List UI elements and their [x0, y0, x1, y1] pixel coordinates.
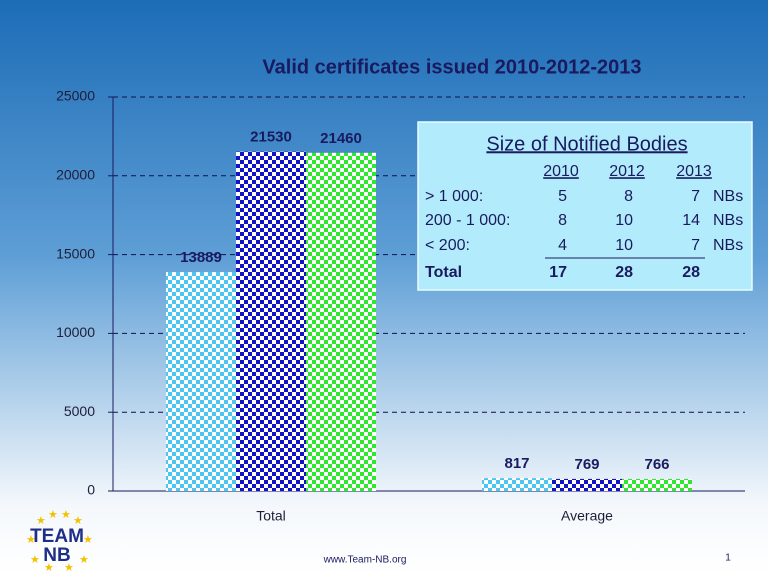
cell: 7 — [691, 188, 700, 205]
table-box — [417, 121, 753, 291]
column-header: 2013 — [676, 163, 712, 180]
x-tick-label: Total — [256, 508, 286, 524]
value-label: 769 — [574, 456, 599, 473]
value-label: 13889 — [180, 249, 222, 266]
y-tick-label: 20000 — [56, 167, 95, 183]
y-tick-label: 25000 — [56, 88, 95, 104]
size-table: Size of Notified Bodies 2010 2012 2013 > 1 0… — [417, 121, 753, 291]
y-tick-label: 0 — [87, 482, 95, 498]
column-header: 2012 — [609, 163, 645, 180]
row-label: > 1 000: — [425, 188, 483, 205]
cell: 4 — [558, 237, 567, 254]
x-tick-label: Average — [561, 508, 613, 524]
y-tick-label: 5000 — [64, 403, 95, 419]
bar — [622, 478, 692, 491]
svg-text:★: ★ — [26, 534, 36, 546]
cell: 5 — [558, 188, 567, 205]
y-tick-label: 15000 — [56, 245, 95, 261]
bar — [166, 272, 236, 491]
page-number: 1 — [725, 553, 731, 564]
logo-stars: ★ ★ ★ ★ ★ ★★ ★ ★ ★ — [26, 509, 93, 574]
svg-text:★: ★ — [64, 562, 74, 574]
svg-text:★: ★ — [83, 534, 93, 546]
svg-text:★: ★ — [30, 554, 40, 566]
row-label: < 200: — [425, 237, 470, 254]
svg-text:★: ★ — [36, 515, 46, 527]
bar — [552, 478, 622, 491]
row-label: 200 - 1 000: — [425, 212, 510, 229]
svg-text:★: ★ — [73, 515, 83, 527]
svg-text:★: ★ — [61, 509, 71, 521]
svg-text:★: ★ — [48, 509, 58, 521]
value-label: 766 — [644, 456, 669, 473]
cell: 8 — [558, 212, 567, 229]
bar — [236, 151, 306, 491]
y-tick-label: 10000 — [56, 324, 95, 340]
chart-title: Valid certificates issued 2010-2012-2013 — [262, 56, 641, 78]
cell: 7 — [691, 237, 700, 254]
footer-url: www.Team-NB.org — [323, 555, 407, 566]
bar — [482, 478, 552, 491]
row-label: Total — [425, 264, 462, 281]
logo: ★ ★ ★ ★ ★ ★★ ★ ★ ★ TEAM NB — [26, 509, 93, 574]
bar — [306, 152, 376, 491]
cell: 8 — [624, 188, 633, 205]
column-header: 2010 — [543, 163, 579, 180]
cell: 14 — [682, 212, 700, 229]
unit: NBs — [713, 188, 743, 205]
logo-text: TEAM — [30, 526, 84, 547]
cell: 10 — [615, 237, 633, 254]
value-label: 21530 — [250, 129, 292, 146]
unit: NBs — [713, 212, 743, 229]
cell: 28 — [682, 264, 700, 281]
cell: 10 — [615, 212, 633, 229]
unit: NBs — [713, 237, 743, 254]
value-label: 817 — [504, 455, 529, 472]
svg-text:★: ★ — [79, 554, 89, 566]
svg-text:★: ★ — [44, 562, 54, 574]
table-title: Size of Notified Bodies — [486, 133, 687, 155]
logo-text: NB — [43, 545, 70, 566]
value-label: 21460 — [320, 130, 362, 147]
cell: 17 — [549, 264, 567, 281]
cell: 28 — [615, 264, 633, 281]
